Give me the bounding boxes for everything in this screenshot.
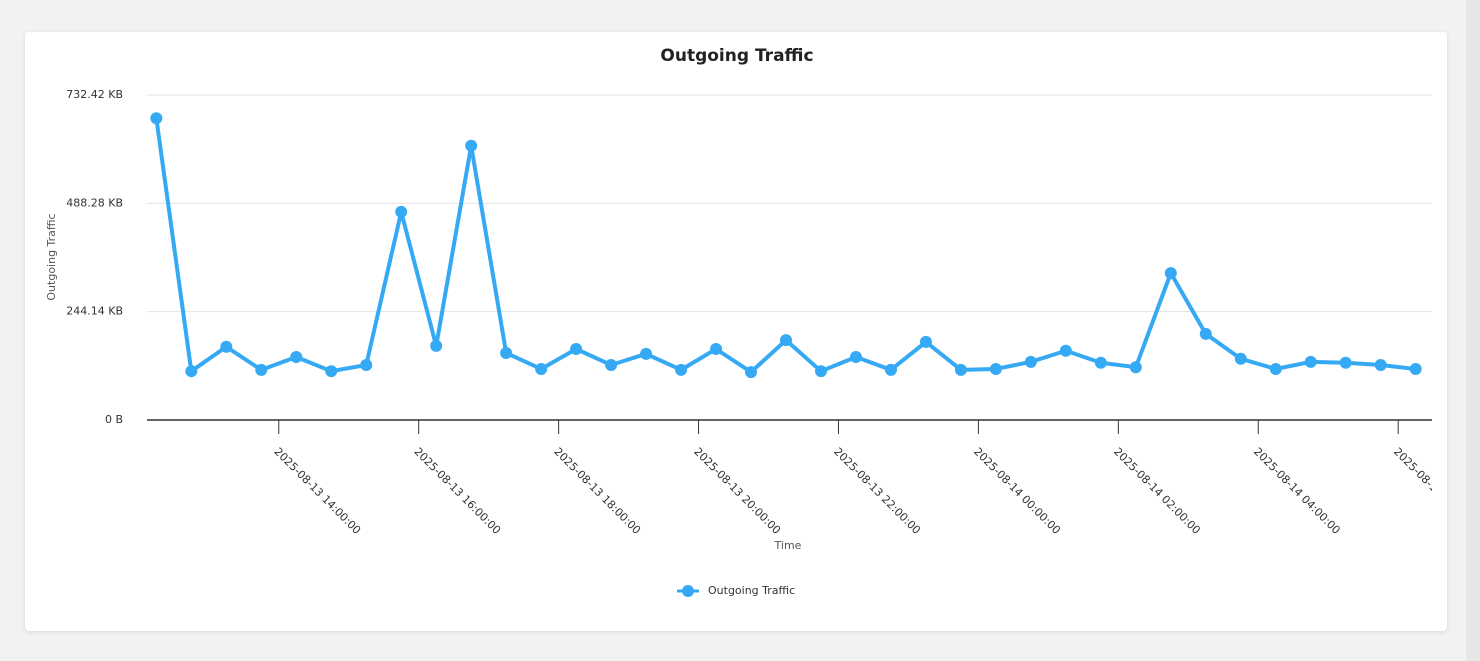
data-point	[989, 362, 1002, 375]
x-tick-labels: 2025-08-13 14:00:00 2025-08-13 16:00:00 20…	[272, 445, 1466, 537]
data-point	[290, 350, 303, 363]
data-point	[1269, 362, 1282, 375]
data-point	[1304, 355, 1317, 368]
data-point	[640, 347, 653, 360]
data-point	[605, 358, 618, 371]
data-point	[849, 350, 862, 363]
data-point	[710, 343, 723, 356]
x-tick-label: 2025-08-14 04:00:00	[1251, 445, 1343, 537]
data-point	[884, 363, 897, 376]
x-tick-label: 2025-08-14 00:00:00	[971, 445, 1063, 537]
data-point	[1199, 327, 1212, 340]
y-tick-label: 732.42 KB	[66, 88, 123, 101]
x-axis-label: Time	[774, 539, 802, 552]
y-tick-label: 244.14 KB	[66, 305, 123, 318]
chart-title: Outgoing Traffic	[660, 46, 813, 66]
y-axis-label: Outgoing Traffic	[45, 213, 58, 300]
data-point	[150, 112, 163, 125]
data-point	[1234, 352, 1247, 365]
x-tick-label: 2025-08-14 02:00:00	[1111, 445, 1203, 537]
data-point	[1409, 362, 1422, 375]
y-tick-label: 488.28 KB	[66, 196, 123, 209]
x-tick-label: 2025-08-13 18:00:00	[551, 445, 643, 537]
x-tick-label: 2025-08-13 14:00:00	[272, 445, 364, 537]
x-tick-label: 2025-08-13 22:00:00	[831, 445, 923, 537]
data-point	[220, 340, 233, 353]
series-line	[154, 117, 1416, 375]
data-point	[1059, 344, 1072, 357]
x-tick-label: 2025-08-13 16:00:00	[411, 445, 503, 537]
data-point	[780, 334, 793, 347]
data-point	[325, 365, 338, 378]
legend-swatch-dot	[682, 585, 694, 597]
data-point	[430, 339, 443, 352]
scrollbar	[1466, 0, 1480, 661]
data-point	[360, 358, 373, 371]
data-point	[814, 365, 827, 378]
data-point	[1024, 355, 1037, 368]
data-point	[745, 366, 758, 379]
legend-label: Outgoing Traffic	[708, 584, 795, 597]
data-point	[535, 362, 548, 375]
y-tick-label: 0 B	[105, 413, 123, 426]
data-point	[395, 205, 408, 218]
data-point	[1339, 356, 1352, 369]
data-point	[1164, 267, 1177, 280]
data-point	[500, 346, 513, 359]
data-point	[1094, 356, 1107, 369]
data-point	[255, 363, 268, 376]
data-point	[570, 343, 583, 356]
data-point	[919, 335, 932, 348]
data-point	[465, 139, 478, 152]
x-tick-label: 2025-08-14 06:00:00	[1391, 445, 1466, 537]
data-point	[185, 365, 198, 378]
data-point	[1129, 361, 1142, 374]
data-point	[954, 363, 967, 376]
data-point	[1374, 358, 1387, 371]
data-point	[675, 363, 688, 376]
x-tick-label: 2025-08-13 20:00:00	[691, 445, 783, 537]
